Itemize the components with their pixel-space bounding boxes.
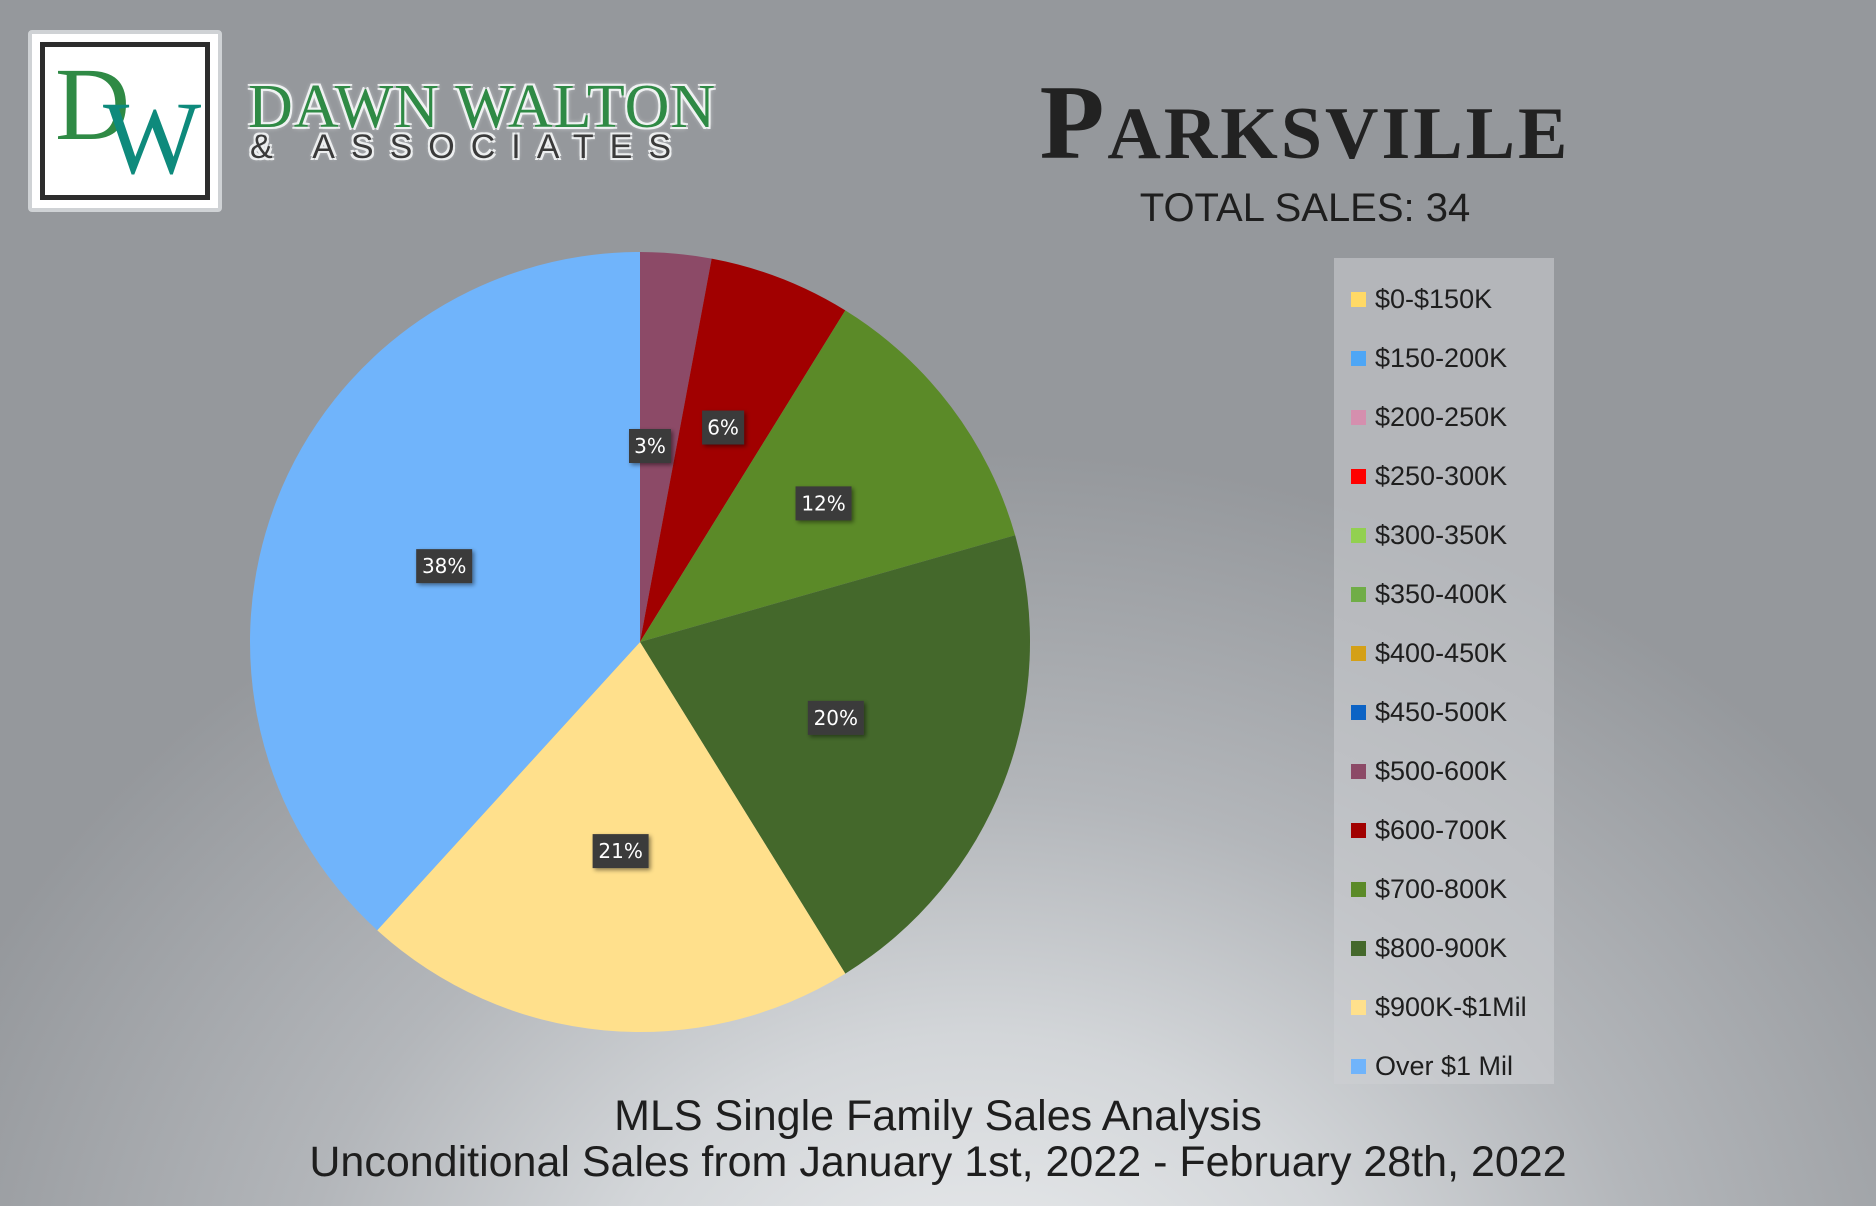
data-label-600-700k: 6% (702, 410, 745, 445)
logo-letter-w: W (103, 81, 202, 196)
data-label-900k-1mil: 21% (592, 834, 649, 869)
legend-item-300-350k: $300-350K (1334, 506, 1554, 565)
svg-text:38%: 38% (422, 554, 466, 578)
pie-slice-800-900k (640, 535, 1030, 974)
pie-slices (250, 252, 1030, 1032)
legend-label: $600-700K (1375, 815, 1508, 845)
legend-swatch (1351, 823, 1366, 838)
legend-item-400-450k: $400-450K (1334, 624, 1554, 683)
legend-swatch (1351, 646, 1366, 661)
legend-label: $300-350K (1375, 520, 1508, 550)
legend-item-800-900k: $800-900K (1334, 919, 1554, 978)
legend-swatch (1351, 941, 1366, 956)
legend-swatch (1351, 587, 1366, 602)
chart-legend: $0-$150K $150-200K $200-250K $250-300K $300-… (1334, 258, 1554, 1084)
legend-label: $900K-$1Mil (1375, 992, 1527, 1022)
brand-logo: D W (28, 30, 222, 212)
legend-item-450-500k: $450-500K (1334, 683, 1554, 742)
legend-swatch (1351, 469, 1366, 484)
data-label-500-600k: 3% (629, 429, 671, 463)
legend-swatch (1351, 882, 1366, 897)
data-label-700-800k: 12% (795, 486, 852, 521)
brand-subtitle: & ASSOCIATES (250, 128, 688, 166)
legend-swatch (1351, 410, 1366, 425)
pie-slice-700-800k (640, 310, 1016, 642)
legend-label: $700-800K (1375, 874, 1508, 904)
legend-item-over-1-mil: Over $1 Mil (1334, 1037, 1554, 1096)
legend-item-0-150k: $0-$150K (1334, 270, 1554, 329)
brand-name: DAWN WALTON (248, 73, 717, 141)
legend-label: $450-500K (1375, 697, 1508, 727)
legend-label: $200-250K (1375, 402, 1508, 432)
svg-text:12%: 12% (801, 491, 845, 515)
svg-text:3%: 3% (634, 434, 666, 458)
pie-slice-over-1-mil (250, 252, 641, 931)
data-label-over-1-mil: 38% (416, 549, 473, 584)
city-title: Parksville (1039, 64, 1571, 181)
svg-text:6%: 6% (707, 416, 739, 440)
legend-item-700-800k: $700-800K (1334, 860, 1554, 919)
pie-data-labels: 3% 6% 12% 20% 21% 38% (416, 410, 864, 869)
legend-item-500-600k: $500-600K (1334, 742, 1554, 801)
legend-item-900k-1mil: $900K-$1Mil (1334, 978, 1554, 1037)
data-label-800-900k: 20% (807, 700, 864, 735)
legend-swatch (1351, 1000, 1366, 1015)
legend-swatch (1351, 351, 1366, 366)
legend-swatch (1351, 705, 1366, 720)
legend-item-200-250k: $200-250K (1334, 388, 1554, 447)
legend-label: $400-450K (1375, 638, 1508, 668)
legend-swatch (1351, 292, 1366, 307)
legend-item-250-300k: $250-300K (1334, 447, 1554, 506)
legend-label: $350-400K (1375, 579, 1508, 609)
svg-text:21%: 21% (598, 839, 642, 863)
legend-label: Over $1 Mil (1375, 1051, 1514, 1081)
pie-slice-500-600k (640, 252, 712, 642)
total-sales: TOTAL SALES: 34 (1139, 186, 1471, 230)
legend-label: $250-300K (1375, 461, 1508, 491)
legend-swatch (1351, 528, 1366, 543)
logo-frame: D W (40, 42, 210, 200)
legend-swatch (1351, 1059, 1366, 1074)
legend-label: $500-600K (1375, 756, 1508, 786)
pie-slice-600-700k (640, 258, 846, 642)
legend-swatch (1351, 764, 1366, 779)
legend-item-350-400k: $350-400K (1334, 565, 1554, 624)
footer-title: MLS Single Family Sales Analysis (614, 1092, 1262, 1140)
svg-text:20%: 20% (814, 706, 858, 730)
logo-letter-d: D (55, 47, 131, 162)
legend-label: $800-900K (1375, 933, 1508, 963)
legend-label: $150-200K (1375, 343, 1508, 373)
legend-item-150-200k: $150-200K (1334, 329, 1554, 388)
legend-item-600-700k: $600-700K (1334, 801, 1554, 860)
footer-subtitle: Unconditional Sales from January 1st, 20… (309, 1138, 1567, 1186)
legend-label: $0-$150K (1375, 284, 1493, 314)
